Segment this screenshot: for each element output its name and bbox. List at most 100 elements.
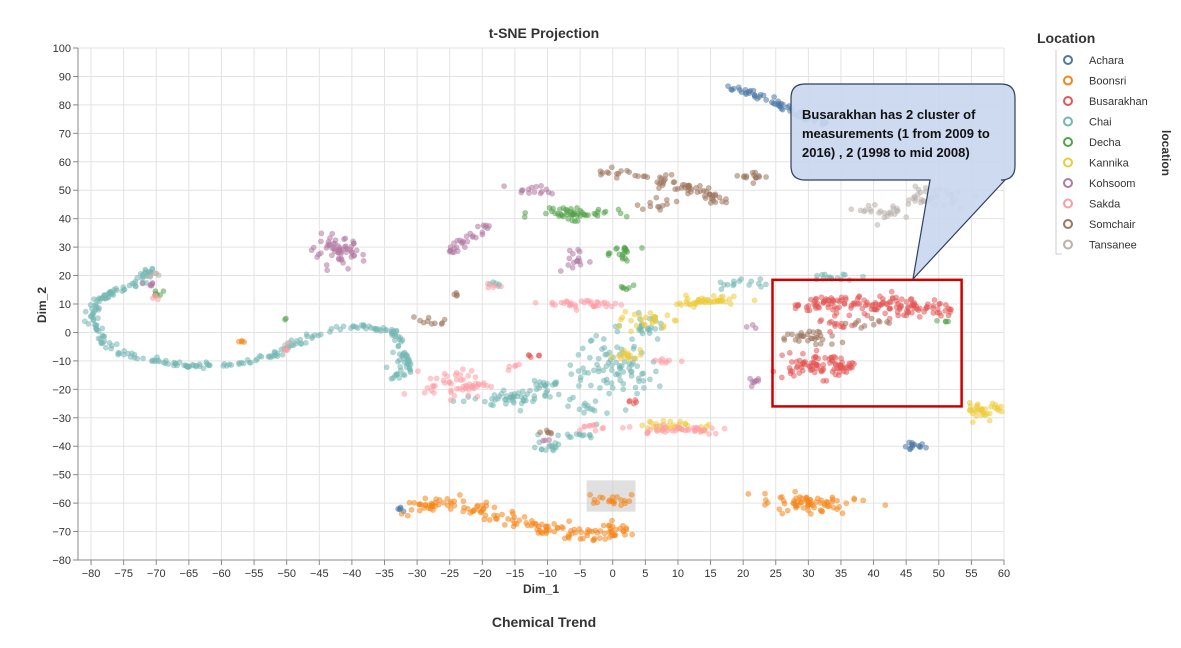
data-point — [800, 350, 806, 357]
data-point — [818, 367, 824, 374]
series-chai — [81, 265, 866, 454]
data-point — [861, 310, 868, 317]
data-point — [615, 353, 622, 359]
data-point — [566, 255, 573, 262]
data-point — [585, 297, 592, 304]
x-tick-label: 5 — [642, 568, 648, 580]
data-point — [778, 374, 785, 381]
y-tick-label: 60 — [59, 157, 71, 169]
y-tick-label: −30 — [52, 413, 71, 425]
data-point — [521, 514, 528, 520]
data-point — [448, 387, 454, 394]
annotations: Busarakhan has 2 cluster of measurements … — [771, 83, 1016, 408]
data-point — [618, 301, 625, 308]
legend-entry-boonsri[interactable]: Boonsri — [1063, 75, 1126, 88]
data-point — [898, 296, 905, 302]
data-point — [836, 298, 843, 305]
data-point — [549, 208, 555, 215]
data-point — [533, 183, 540, 190]
legend-marker — [1063, 116, 1073, 127]
legend-entry-tansanee[interactable]: Tansanee — [1063, 239, 1137, 252]
data-point — [614, 494, 620, 500]
data-point — [566, 518, 572, 525]
data-point — [581, 409, 587, 416]
legend-entry-kohsoom[interactable]: Kohsoom — [1063, 178, 1135, 190]
data-point — [546, 443, 553, 450]
legend-entry-sakda[interactable]: Sakda — [1063, 198, 1121, 211]
data-point — [588, 382, 594, 389]
data-point — [947, 309, 953, 315]
data-point — [619, 314, 626, 321]
data-point — [626, 423, 633, 430]
data-point — [254, 356, 261, 362]
data-point — [87, 301, 94, 308]
legend-marker — [1063, 178, 1073, 188]
legend-entry-somchair[interactable]: Somchair — [1063, 219, 1136, 231]
data-point — [600, 522, 607, 529]
data-point — [662, 172, 669, 178]
data-point — [911, 441, 918, 448]
data-point — [718, 297, 724, 304]
data-point — [652, 357, 659, 364]
data-point — [620, 424, 626, 431]
data-point — [841, 300, 848, 307]
data-point — [818, 317, 825, 323]
legend-entry-kannika[interactable]: Kannika — [1063, 157, 1130, 170]
data-point — [577, 377, 584, 383]
data-point — [629, 336, 635, 343]
data-point — [360, 257, 367, 264]
data-point — [716, 194, 723, 201]
data-point — [491, 392, 498, 398]
data-point — [784, 104, 791, 111]
data-point — [894, 309, 901, 315]
data-point — [779, 352, 785, 359]
data-point — [460, 398, 467, 405]
y-tick-label: −60 — [52, 498, 71, 510]
x-axis-title: Dim_1 — [523, 582, 559, 596]
data-point — [368, 324, 374, 331]
legend-entry-decha[interactable]: Decha — [1063, 137, 1122, 149]
data-point — [348, 325, 354, 332]
data-point — [555, 432, 561, 439]
data-point — [414, 368, 421, 374]
data-point — [496, 393, 503, 400]
data-point — [622, 407, 629, 413]
data-point — [420, 319, 427, 326]
data-point — [644, 174, 651, 181]
data-point — [923, 444, 929, 451]
data-point — [626, 498, 633, 505]
data-point — [653, 194, 660, 201]
legend-label: Kannika — [1089, 158, 1130, 170]
data-point — [428, 320, 435, 327]
data-point — [103, 292, 109, 298]
data-point — [601, 377, 607, 384]
data-point — [536, 352, 543, 359]
legend-entry-busarakhan[interactable]: Busarakhan — [1063, 96, 1148, 108]
data-point — [629, 531, 636, 538]
data-point — [282, 315, 289, 322]
data-point — [861, 297, 867, 304]
data-point — [810, 502, 816, 509]
data-point — [832, 354, 839, 361]
data-point — [481, 398, 488, 405]
data-point — [565, 403, 571, 410]
data-point — [791, 372, 797, 379]
data-point — [673, 317, 679, 324]
data-point — [817, 499, 824, 506]
data-point — [583, 530, 590, 536]
data-point — [121, 347, 128, 354]
data-point — [594, 209, 601, 215]
data-point — [576, 406, 583, 413]
data-point — [781, 336, 788, 343]
legend-entry-achara[interactable]: Achara — [1063, 55, 1125, 67]
legend-entry-chai[interactable]: Chai — [1063, 116, 1112, 129]
y-tick-label: −50 — [52, 470, 71, 482]
data-point — [538, 188, 545, 195]
data-point — [752, 325, 759, 331]
data-point — [560, 205, 567, 211]
data-point — [487, 401, 494, 408]
data-point — [839, 359, 846, 366]
data-point — [798, 332, 805, 339]
data-point — [677, 300, 683, 307]
data-point — [734, 172, 741, 179]
